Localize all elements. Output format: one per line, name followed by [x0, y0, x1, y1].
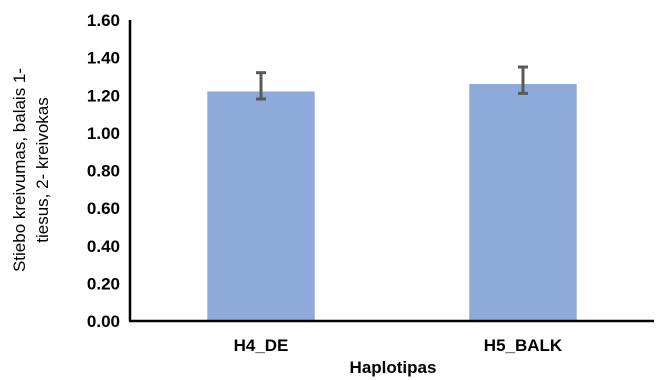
y-tick-label: 0.40	[87, 237, 120, 256]
y-tick-label: 0.00	[87, 312, 120, 331]
y-tick-label: 1.00	[87, 124, 120, 143]
y-tick-label: 0.80	[87, 162, 120, 181]
error-bar	[518, 65, 528, 95]
bar	[207, 91, 315, 321]
y-tick-label: 1.20	[87, 86, 120, 105]
error-bars-layer	[256, 65, 528, 101]
y-tick-label: 1.60	[87, 11, 120, 30]
y-tick-label: 1.40	[87, 49, 120, 68]
x-tick-label: H5_BALK	[484, 336, 563, 355]
x-tick-label: H4_DE	[234, 336, 289, 355]
y-axis-title-line-1: Stiebo kreivumas, balais 1-	[10, 68, 29, 272]
x-tick-labels: H4_DE H5_BALK	[234, 336, 563, 355]
x-axis-title: Haplotipas	[350, 358, 437, 377]
error-bar	[256, 71, 266, 101]
y-tick-label: 0.20	[87, 274, 120, 293]
y-axis-title-line-2: tiesus, 2- kreivokas	[33, 97, 52, 243]
y-tick-labels: 0.00 0.20 0.40 0.60 0.80 1.00 1.20 1.40 1.60	[87, 11, 120, 331]
y-tick-label: 0.60	[87, 199, 120, 218]
bar	[469, 83, 577, 322]
bars-layer	[207, 83, 577, 322]
